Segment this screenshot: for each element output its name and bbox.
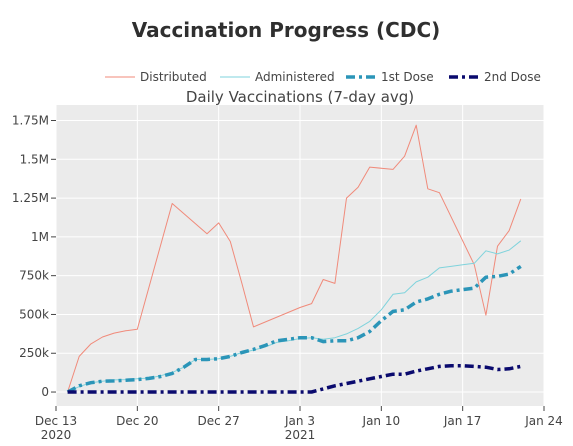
y-tick-label: 1.25M [12,191,49,205]
legend-label: 1st Dose [381,70,434,84]
legend-label: Administered [255,70,335,84]
chart-subtitle: Daily Vaccinations (7-day avg) [186,88,414,106]
series-line-administered [67,240,522,393]
series-line-distributed [67,124,522,393]
x-tick-label: Jan 10 [362,414,401,428]
chart-title: Vaccination Progress (CDC) [132,18,441,42]
x-tick-label: Dec 27 [198,414,240,428]
series-line-1st-dose [66,264,522,394]
x-tick-year-label: 2020 [41,428,72,442]
legend: Distributed Administered 1st Dose 2nd Dose [105,70,541,84]
y-tick-label: 1.75M [12,114,49,128]
series-layer [66,124,522,394]
y-tick-label: 1M [31,230,49,244]
x-tick-label: Dec 13 [35,414,77,428]
legend-label: 2nd Dose [484,70,541,84]
y-tick-label: 0 [41,385,49,399]
series-line-2nd-dose [67,363,522,394]
y-tick-label: 1.5M [20,152,49,166]
y-tick-label: 250k [19,346,49,360]
x-tick-label: Jan 3 [284,414,315,428]
gridlines [55,105,545,406]
y-axis: 0 250k 500k 750k 1M 1.25M 1.5M 1.75M [12,114,56,399]
x-tick-label: Jan 17 [443,414,482,428]
x-tick-label: Jan 24 [524,414,563,428]
y-tick-label: 500k [19,307,49,321]
legend-label: Distributed [140,70,207,84]
y-tick-label: 750k [19,269,49,283]
x-tick-year-label: 2021 [285,428,316,442]
x-tick-label: Dec 20 [116,414,158,428]
